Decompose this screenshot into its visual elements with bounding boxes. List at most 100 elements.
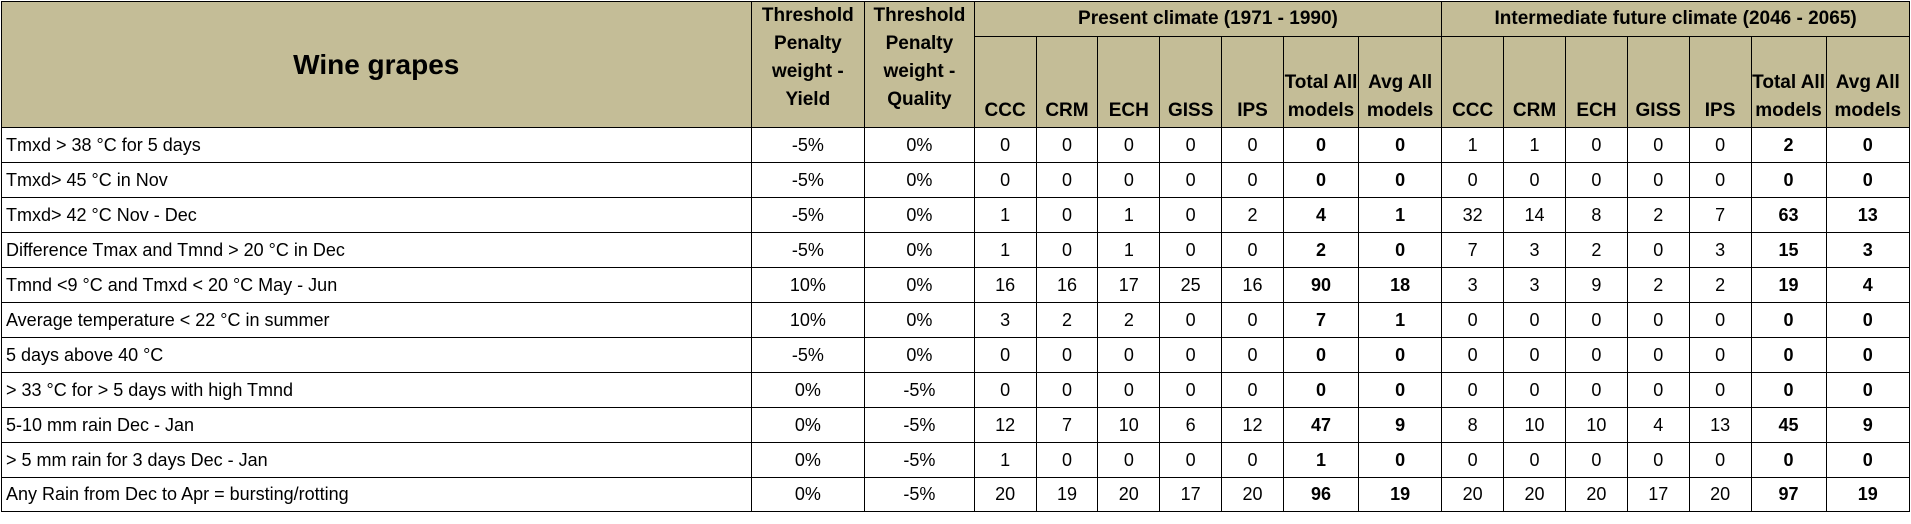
- present-avg-cell: 18: [1358, 267, 1443, 303]
- future-giss-cell: 0: [1626, 302, 1690, 338]
- present-total-cell: 90: [1282, 267, 1360, 303]
- future-ips-cell: 2: [1688, 267, 1752, 303]
- threshold-yield-cell: -5%: [750, 162, 866, 198]
- threshold-yield-cell: 0%: [750, 477, 866, 512]
- present-ccc-cell: 12: [973, 407, 1037, 443]
- present-ips-cell: 16: [1221, 267, 1284, 303]
- future-giss-cell: 0: [1626, 162, 1690, 198]
- present-giss-cell: 0: [1159, 197, 1223, 233]
- present-giss-cell: 0: [1159, 302, 1223, 338]
- future-ccc-cell: 32: [1441, 197, 1505, 233]
- threshold-yield-cell: -5%: [750, 232, 866, 268]
- future-crm-cell: 14: [1503, 197, 1566, 233]
- threshold-yield-cell: -5%: [750, 127, 866, 163]
- future-total-cell: 0: [1750, 337, 1827, 373]
- present-ech-cell: 0: [1097, 442, 1161, 478]
- threshold-quality-cell: 0%: [864, 232, 975, 268]
- present-total-cell: 0: [1282, 337, 1360, 373]
- future-ech-cell: 0: [1564, 372, 1628, 408]
- future-ccc-cell: 0: [1441, 302, 1505, 338]
- present-ech-cell: 2: [1097, 302, 1161, 338]
- present-crm-cell: 0: [1035, 162, 1099, 198]
- future-ech-cell: 0: [1564, 442, 1628, 478]
- present-ips-cell: 2: [1221, 197, 1284, 233]
- future-avg-cell: 0: [1825, 162, 1911, 198]
- present-avg-cell: 1: [1358, 302, 1443, 338]
- future-total-cell: 63: [1750, 197, 1827, 233]
- present-ccc-cell: 16: [973, 267, 1037, 303]
- present-avg-cell: 19: [1358, 477, 1443, 512]
- header-avg-all-models: Avg All models: [1825, 36, 1911, 128]
- table-header: Wine grapes Threshold Penalty weight - Y…: [1, 1, 1911, 128]
- present-ech-cell: 20: [1097, 477, 1161, 512]
- future-ips-cell: 0: [1688, 442, 1752, 478]
- criterion-label: Any Rain from Dec to Apr = bursting/rott…: [1, 477, 752, 512]
- present-crm-cell: 0: [1035, 442, 1099, 478]
- future-avg-cell: 0: [1825, 127, 1911, 163]
- future-ips-cell: 3: [1688, 232, 1752, 268]
- future-crm-cell: 10: [1503, 407, 1566, 443]
- present-ech-cell: 0: [1097, 337, 1161, 373]
- table-row: Tmxd> 45 °C in Nov -5% 0% 0 0 0 0 0 0 0 0 0 0 0 0 0 0: [1, 162, 1911, 198]
- wine-grapes-table: Wine grapes Threshold Penalty weight - Y…: [1, 1, 1911, 512]
- future-giss-cell: 2: [1626, 197, 1690, 233]
- threshold-yield-cell: 0%: [750, 442, 866, 478]
- header-group-future: Intermediate future climate (2046 - 2065…: [1441, 1, 1910, 37]
- present-crm-cell: 0: [1035, 232, 1099, 268]
- threshold-quality-cell: 0%: [864, 127, 975, 163]
- threshold-yield-cell: 0%: [750, 407, 866, 443]
- future-ips-cell: 7: [1688, 197, 1752, 233]
- present-ccc-cell: 1: [973, 442, 1037, 478]
- future-giss-cell: 0: [1626, 337, 1690, 373]
- present-total-cell: 7: [1282, 302, 1360, 338]
- header-row-models: CCC CRM ECH GISS IPS Total All models Av…: [2, 36, 1911, 128]
- present-ccc-cell: 0: [973, 127, 1037, 163]
- threshold-quality-cell: 0%: [864, 267, 975, 303]
- future-total-cell: 2: [1750, 127, 1827, 163]
- threshold-quality-cell: 0%: [864, 337, 975, 373]
- present-giss-cell: 0: [1159, 162, 1223, 198]
- future-crm-cell: 3: [1503, 267, 1566, 303]
- present-ips-cell: 0: [1221, 127, 1284, 163]
- future-total-cell: 45: [1750, 407, 1827, 443]
- future-avg-cell: 0: [1825, 442, 1911, 478]
- present-ips-cell: 0: [1221, 302, 1284, 338]
- present-giss-cell: 0: [1159, 372, 1223, 408]
- present-avg-cell: 0: [1358, 162, 1443, 198]
- header-row-groups: Wine grapes Threshold Penalty weight - Y…: [1, 1, 1910, 128]
- table-row: Tmxd > 38 °C for 5 days -5% 0% 0 0 0 0 0 0 0 1 1 0 0 0…: [1, 127, 1911, 163]
- criterion-label: Average temperature < 22 °C in summer: [1, 302, 752, 338]
- threshold-quality-cell: -5%: [864, 477, 975, 512]
- future-avg-cell: 0: [1825, 372, 1911, 408]
- future-ccc-cell: 0: [1441, 162, 1505, 198]
- present-ips-cell: 0: [1221, 337, 1284, 373]
- future-giss-cell: 0: [1626, 232, 1690, 268]
- future-ccc-cell: 0: [1441, 442, 1505, 478]
- future-ccc-cell: 0: [1441, 372, 1505, 408]
- header-group-present: Present climate (1971 - 1990): [973, 1, 1443, 37]
- future-ccc-cell: 7: [1441, 232, 1505, 268]
- header-model-ccc: CCC: [973, 36, 1037, 128]
- future-ips-cell: 0: [1688, 337, 1752, 373]
- future-giss-cell: 4: [1626, 407, 1690, 443]
- future-total-cell: 0: [1750, 302, 1827, 338]
- table-row: Difference Tmax and Tmnd > 20 °C in Dec -…: [1, 232, 1911, 268]
- present-giss-cell: 25: [1159, 267, 1223, 303]
- table-row: Tmnd <9 °C and Tmxd < 20 °C May - Jun 10%…: [1, 267, 1911, 303]
- threshold-yield-cell: 10%: [750, 267, 866, 303]
- present-avg-cell: 0: [1358, 372, 1443, 408]
- future-avg-cell: 9: [1825, 407, 1911, 443]
- present-total-cell: 0: [1282, 372, 1360, 408]
- present-giss-cell: 0: [1159, 127, 1223, 163]
- future-crm-cell: 1: [1503, 127, 1566, 163]
- present-ech-cell: 10: [1097, 407, 1161, 443]
- future-avg-cell: 3: [1825, 232, 1911, 268]
- future-giss-cell: 0: [1626, 127, 1690, 163]
- future-avg-cell: 19: [1825, 477, 1911, 512]
- criterion-label: > 33 °C for > 5 days with high Tmnd: [1, 372, 752, 408]
- criterion-label: 5-10 mm rain Dec - Jan: [1, 407, 752, 443]
- table-row: 5 days above 40 °C -5% 0% 0 0 0 0 0 0 0 0 0 0 0 0 0 0: [1, 337, 1911, 373]
- threshold-quality-cell: 0%: [864, 162, 975, 198]
- future-ccc-cell: 8: [1441, 407, 1505, 443]
- present-ccc-cell: 1: [973, 232, 1037, 268]
